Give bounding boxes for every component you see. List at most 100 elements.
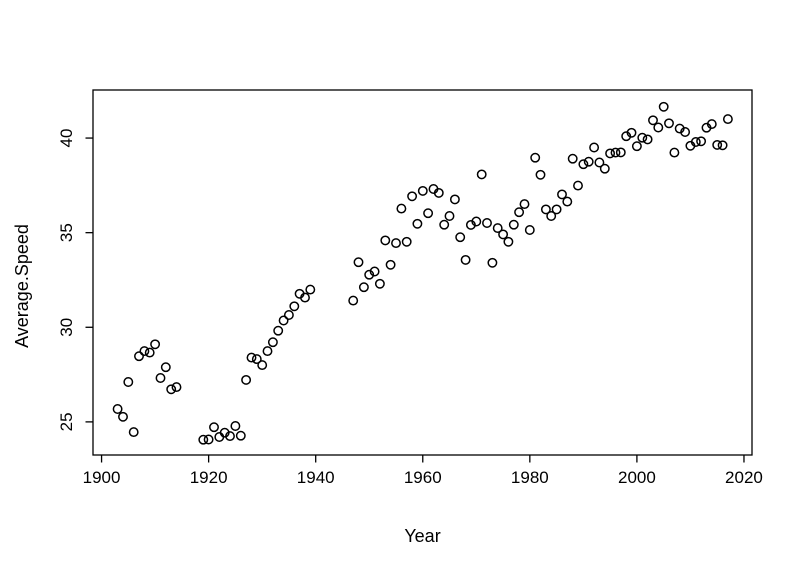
- x-axis: 1900 1920 1940 1960 1980 2000 2020: [83, 455, 763, 487]
- data-point: [144, 347, 155, 358]
- data-point: [209, 422, 219, 433]
- data-point: [230, 421, 241, 431]
- data-point: [460, 254, 471, 265]
- data-point: [123, 377, 134, 387]
- data-point: [417, 185, 428, 196]
- data-point: [396, 203, 407, 214]
- data-point: [289, 301, 300, 312]
- y-tick-label: 30: [57, 318, 76, 337]
- data-point: [514, 207, 525, 218]
- data-point: [150, 339, 161, 350]
- data-point: [267, 337, 278, 348]
- x-axis-title: Year: [404, 526, 440, 546]
- data-point: [407, 191, 418, 202]
- x-tick-label: 1920: [190, 468, 228, 487]
- data-point: [482, 218, 492, 228]
- data-point: [262, 346, 273, 357]
- data-point: [128, 427, 139, 438]
- data-point: [155, 373, 166, 383]
- data-point: [455, 232, 466, 243]
- data-point: [139, 346, 150, 357]
- data-point: [664, 118, 674, 129]
- data-point: [257, 360, 268, 371]
- data-point: [690, 137, 701, 147]
- data-point: [198, 434, 209, 445]
- data-point: [524, 225, 535, 235]
- data-point: [712, 139, 723, 150]
- data-point: [696, 136, 707, 147]
- data-point: [278, 315, 289, 326]
- data-point: [412, 218, 423, 229]
- data-point: [557, 189, 567, 200]
- y-tick-label: 35: [57, 223, 76, 242]
- y-tick-label: 40: [57, 129, 76, 148]
- data-point: [358, 282, 369, 293]
- data-point: [637, 132, 648, 143]
- data-point: [658, 101, 669, 112]
- data-point: [492, 223, 503, 234]
- data-point: [546, 211, 557, 221]
- data-point: [348, 295, 359, 306]
- data-point: [562, 196, 573, 207]
- data-point: [166, 384, 177, 395]
- data-points: [112, 101, 733, 445]
- data-point: [578, 159, 589, 170]
- data-point: [305, 284, 316, 295]
- data-point: [251, 354, 262, 365]
- x-tick-label: 1960: [404, 468, 442, 487]
- x-tick-label: 1940: [297, 468, 335, 487]
- data-point: [471, 216, 482, 227]
- y-axis-title: Average.Speed: [12, 224, 32, 348]
- data-point: [605, 148, 616, 159]
- y-axis: 25 30 35 40: [57, 129, 93, 431]
- data-point: [583, 156, 594, 167]
- data-point: [498, 229, 509, 240]
- data-point: [401, 236, 412, 247]
- data-point: [225, 431, 235, 442]
- data-point: [444, 211, 455, 221]
- x-tick-label: 1980: [511, 468, 549, 487]
- data-point: [171, 382, 182, 393]
- data-point: [235, 430, 246, 441]
- data-point: [631, 141, 642, 152]
- data-point: [433, 187, 444, 198]
- data-point: [134, 351, 144, 362]
- data-point: [706, 119, 717, 130]
- data-point: [449, 194, 460, 205]
- data-point: [385, 259, 396, 270]
- data-point: [610, 147, 621, 158]
- data-point: [722, 114, 733, 125]
- data-point: [503, 236, 514, 247]
- data-point: [648, 115, 658, 126]
- data-point: [642, 134, 653, 145]
- data-point: [160, 362, 171, 373]
- data-point: [653, 122, 664, 133]
- data-point: [476, 169, 487, 180]
- data-point: [391, 238, 401, 249]
- data-point: [540, 204, 551, 215]
- x-tick-label: 2000: [618, 468, 656, 487]
- data-point: [374, 278, 385, 289]
- data-point: [118, 411, 128, 422]
- data-point: [680, 127, 691, 137]
- data-point: [112, 404, 123, 414]
- data-point: [203, 434, 214, 445]
- data-point: [353, 257, 364, 268]
- data-point: [594, 157, 605, 168]
- data-point: [519, 199, 530, 210]
- data-point: [626, 127, 637, 138]
- data-point: [589, 142, 600, 153]
- data-point: [439, 219, 450, 230]
- data-point: [551, 204, 562, 215]
- data-point: [241, 374, 252, 385]
- data-point: [508, 219, 519, 230]
- data-point: [530, 152, 541, 163]
- data-point: [283, 310, 294, 320]
- data-point: [615, 147, 626, 158]
- data-point: [300, 292, 310, 303]
- x-tick-label: 2020: [725, 468, 763, 487]
- data-point: [423, 208, 434, 219]
